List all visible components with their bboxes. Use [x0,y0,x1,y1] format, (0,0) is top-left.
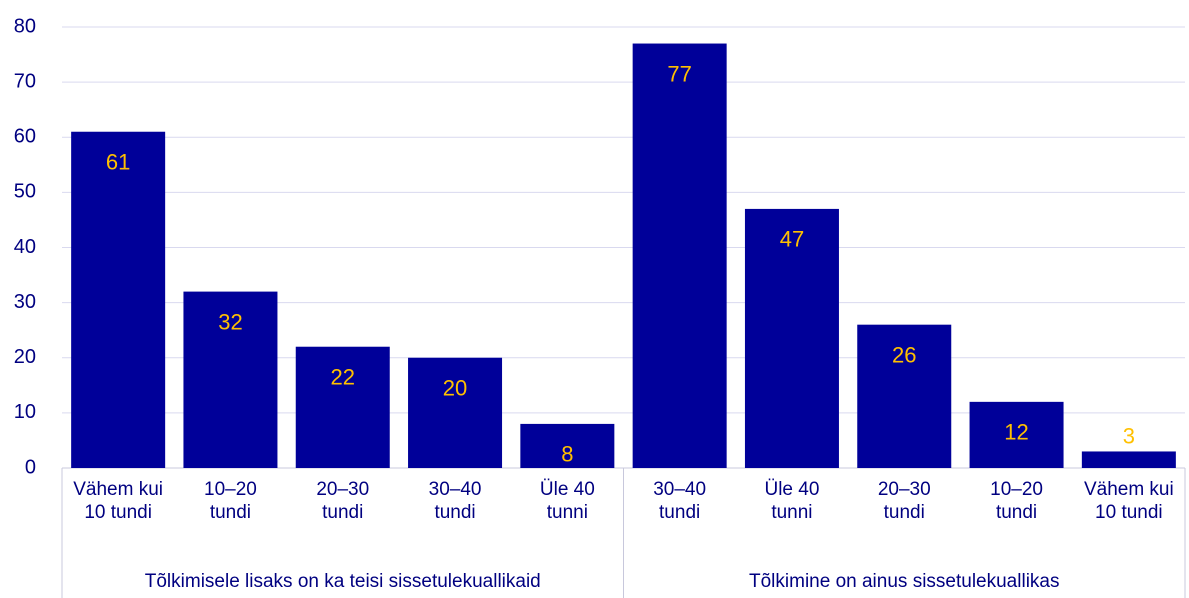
bar [295,346,390,468]
y-tick-label: 80 [14,15,36,37]
value-label: 77 [667,61,691,86]
value-label: 47 [780,227,804,252]
value-label: 61 [106,150,130,175]
y-tick-label: 20 [14,346,36,368]
x-tick-label: 30–40 tundi [428,479,482,523]
y-tick-label: 60 [14,126,36,148]
value-label: 22 [331,365,355,390]
y-tick-label: 70 [14,70,36,92]
value-label: 32 [218,309,242,334]
x-tick-label: Vähem kui 10 tundi [1083,479,1174,523]
bar [1081,451,1176,468]
value-label: 8 [561,442,573,467]
bar [744,208,839,468]
bar [520,423,615,468]
bar [71,131,166,469]
x-tick-label: Vähem kui 10 tundi [73,479,164,523]
value-label: 3 [1123,423,1135,448]
group-label: Tõlkimisele lisaks on ka teisi sissetule… [144,571,541,592]
y-tick-label: 0 [25,456,36,478]
x-tick-label: 20–30 tundi [316,479,370,523]
x-tick-label: Üle 40 tunni [539,479,595,523]
y-tick-label: 30 [14,291,36,313]
value-label: 20 [443,376,467,401]
y-tick-label: 50 [14,181,36,203]
bar [183,291,278,468]
value-label: 26 [892,342,916,367]
bar [408,357,503,468]
value-label: 12 [1004,420,1028,445]
bar [632,43,727,468]
bar [857,324,952,468]
bar [969,401,1064,468]
y-tick-label: 40 [14,236,36,258]
x-tick-label: 20–30 tundi [877,479,931,523]
x-tick-label: Üle 40 tunni [764,479,820,523]
group-label: Tõlkimine on ainus sissetulekuallikas [749,571,1060,592]
x-tick-label: 10–20 tundi [990,479,1043,523]
y-tick-label: 10 [14,401,36,423]
x-tick-label: 10–20 tundi [204,479,257,523]
x-tick-label: 30–40 tundi [653,479,707,523]
